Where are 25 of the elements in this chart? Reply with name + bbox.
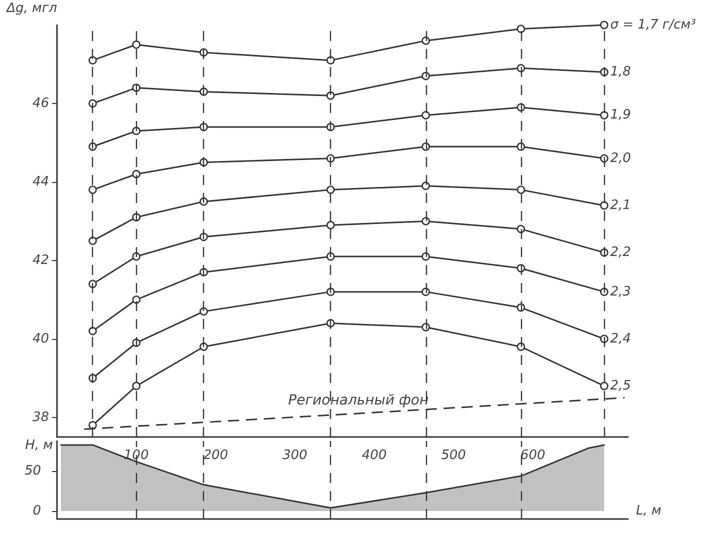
y-tick-label: 40 (32, 331, 49, 346)
y-tick-label: 46 (32, 96, 49, 111)
series-label: 1,9 (610, 108, 631, 123)
series-label: 2,2 (610, 245, 631, 260)
series-label: 2,3 (610, 284, 631, 300)
x-tick-label: 200 (203, 448, 228, 463)
y-tick-label: 44 (32, 174, 49, 190)
y-tick-label: 50 (24, 464, 41, 479)
y-axis-title: H, м (25, 438, 54, 453)
y-tick-label: 42 (32, 252, 49, 268)
y-tick-label: 0 (32, 504, 41, 519)
x-axis-title: L, м (636, 504, 662, 519)
x-tick-label: 400 (362, 448, 387, 463)
x-tick-label: 500 (441, 448, 466, 463)
series-label: 2,0 (610, 150, 631, 166)
series-label: 2,4 (610, 331, 631, 346)
series-label: 2,5 (610, 378, 631, 394)
y-tick-label: 38 (32, 410, 49, 425)
series-label: 2,1 (610, 198, 631, 213)
series-label: Региональный фон (288, 392, 429, 408)
y-axis-title: Δg, мгл (6, 1, 57, 16)
x-tick-label: 600 (520, 448, 546, 463)
x-tick-label: 300 (282, 448, 308, 463)
series-label: σ = 1,7 г/см³ (610, 18, 696, 32)
series-label: 1,8 (610, 64, 631, 80)
